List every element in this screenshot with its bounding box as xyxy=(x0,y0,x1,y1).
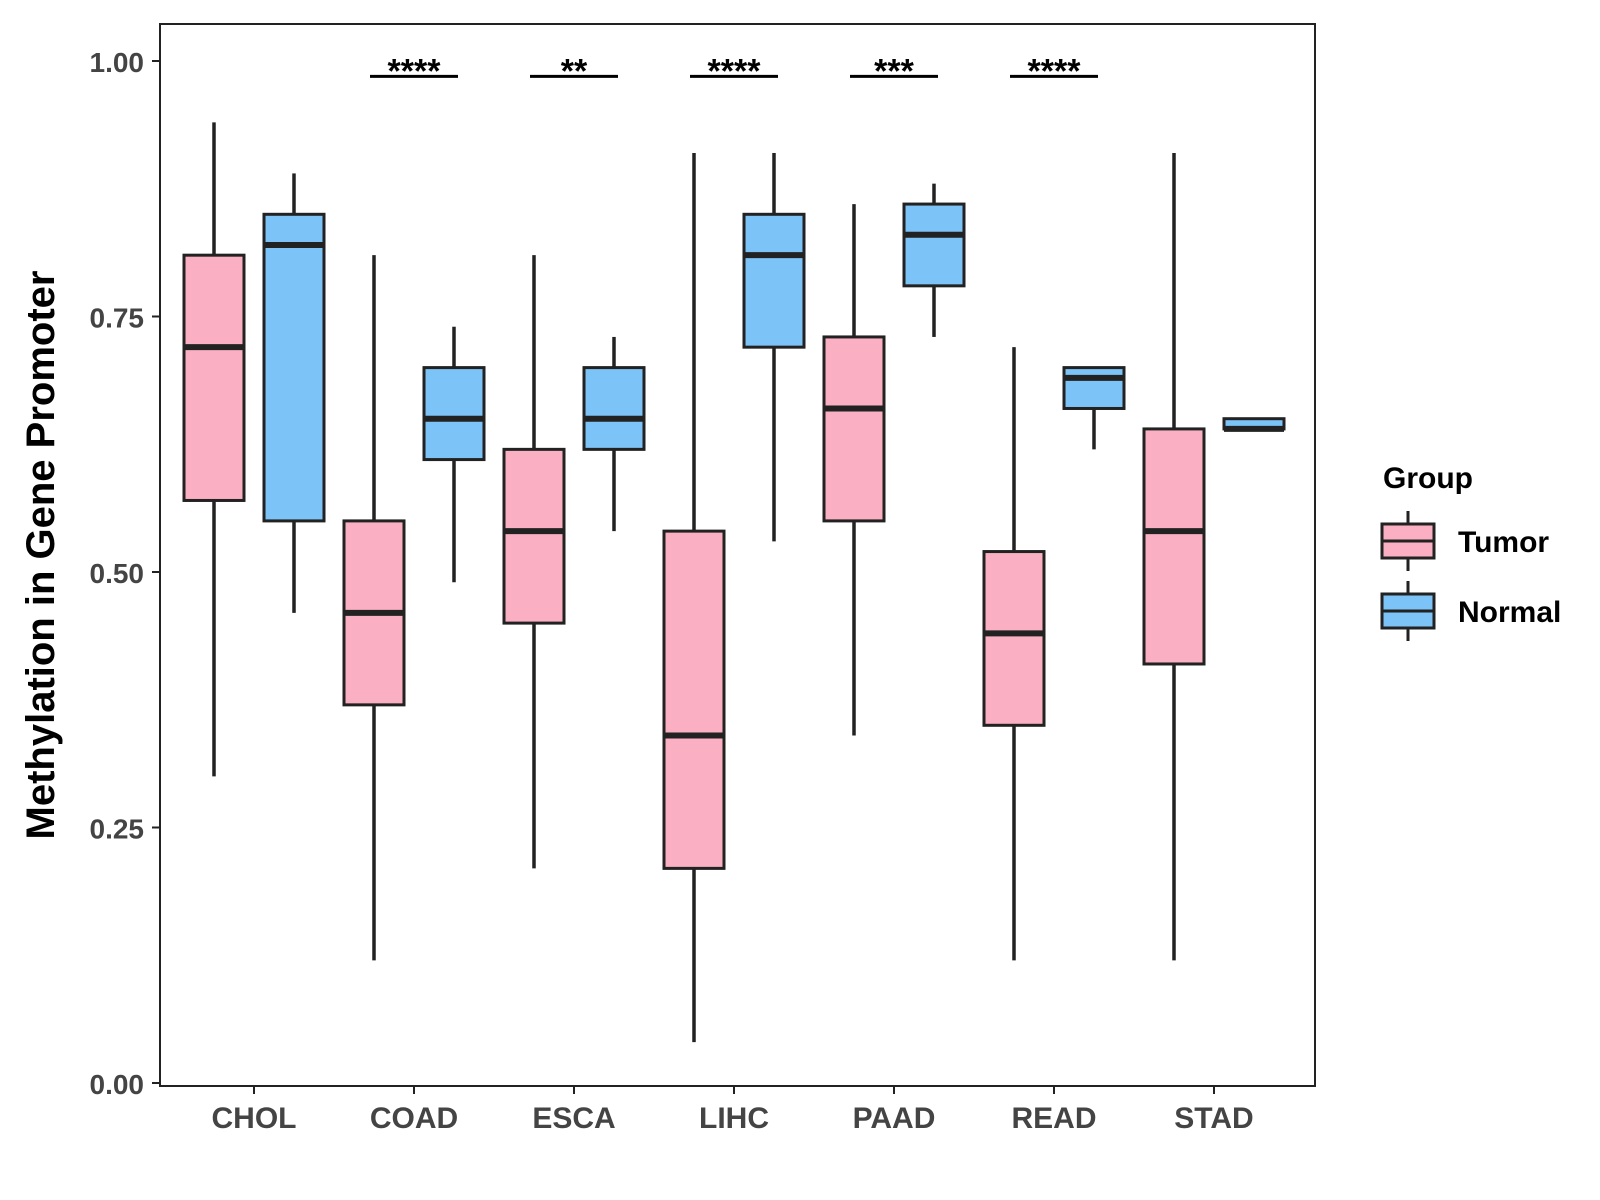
box-body xyxy=(502,447,566,625)
significance-label: ** xyxy=(561,52,588,90)
box-tumor-paad xyxy=(822,204,886,736)
box-normal-stad xyxy=(1222,417,1286,432)
box-tumor-coad xyxy=(342,255,406,961)
legend-label: Normal xyxy=(1458,596,1561,629)
box-body xyxy=(1142,427,1206,666)
box-normal-chol xyxy=(262,173,326,613)
x-tick-label: READ xyxy=(1011,1102,1096,1135)
significance-label: **** xyxy=(1028,52,1082,90)
legend-entry-tumor: Tumor xyxy=(1380,511,1549,571)
box-normal-esca xyxy=(582,336,646,532)
box-body xyxy=(182,253,246,502)
legend: Group Tumor Normal xyxy=(1380,462,1561,641)
y-tick-label: 0.75 xyxy=(90,303,145,334)
legend-entry-normal: Normal xyxy=(1380,581,1561,641)
y-tick-label: 1.00 xyxy=(90,47,145,78)
box-tumor-chol xyxy=(182,122,246,777)
box-body xyxy=(582,366,646,451)
box-body xyxy=(822,335,886,523)
y-tick-label: 0.00 xyxy=(90,1069,145,1100)
significance-label: **** xyxy=(708,52,762,90)
box-tumor-stad xyxy=(1142,152,1206,961)
legend-title: Group xyxy=(1383,462,1473,495)
plot-panel xyxy=(159,23,1316,1087)
significance-label: **** xyxy=(388,52,442,90)
box-body xyxy=(1062,366,1126,410)
box-body xyxy=(902,202,966,288)
box-normal-paad xyxy=(902,183,966,337)
legend-label: Tumor xyxy=(1458,526,1549,559)
significance-label: *** xyxy=(874,52,914,90)
box-tumor-lihc xyxy=(662,152,726,1043)
box-normal-lihc xyxy=(742,152,806,542)
box-normal-read xyxy=(1062,366,1126,450)
x-tick-label: COAD xyxy=(370,1102,458,1135)
box-tumor-read xyxy=(982,347,1046,961)
box-body xyxy=(262,212,326,523)
y-axis-title: Methylation in Gene Promoter xyxy=(19,271,63,840)
x-tick-label: LIHC xyxy=(699,1102,769,1135)
x-tick-label: CHOL xyxy=(212,1102,297,1135)
y-tick-label: 0.25 xyxy=(90,814,145,845)
y-tick-label: 0.50 xyxy=(90,558,145,589)
x-tick-label: PAAD xyxy=(853,1102,936,1135)
x-tick-label: ESCA xyxy=(532,1102,615,1135)
box-normal-coad xyxy=(422,326,486,583)
box-body xyxy=(982,550,1046,727)
x-tick-label: STAD xyxy=(1174,1102,1253,1135)
box-body xyxy=(422,366,486,462)
box-body xyxy=(742,212,806,349)
box-body xyxy=(662,529,726,870)
box-tumor-esca xyxy=(502,255,566,869)
